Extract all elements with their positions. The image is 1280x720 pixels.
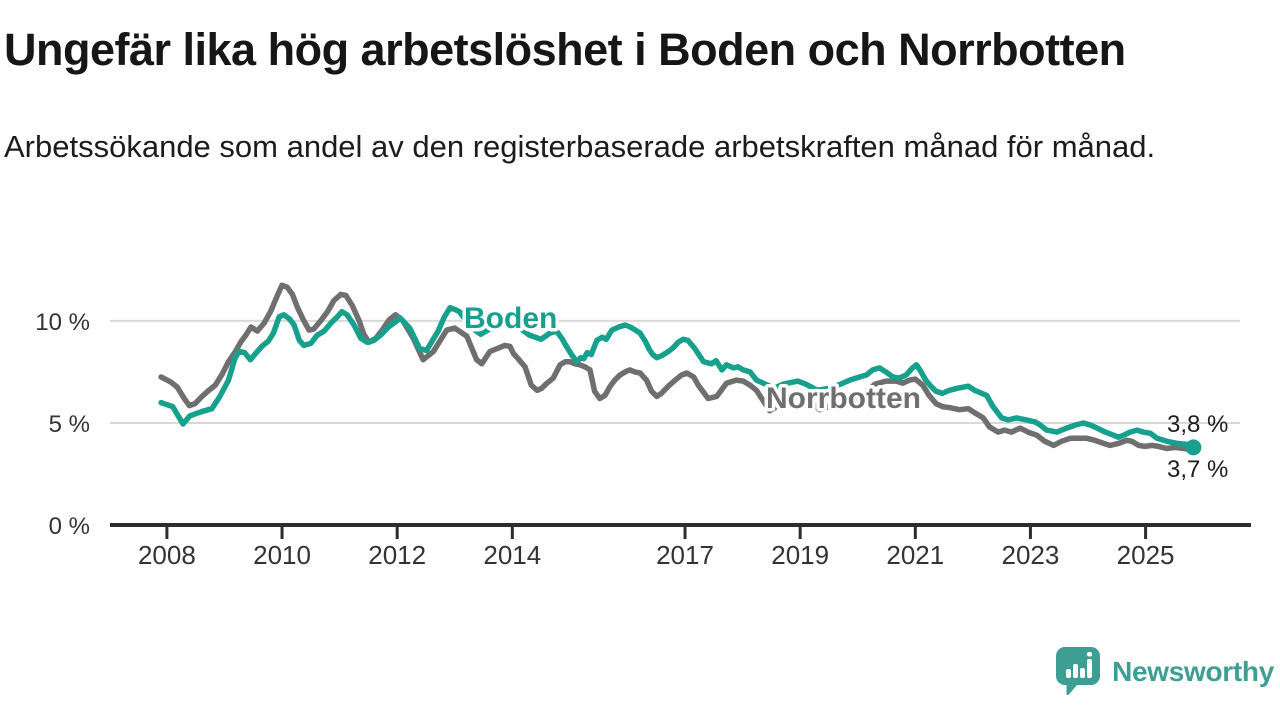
x-axis-tick-label: 2021 (886, 540, 944, 570)
x-axis-tick-label: 2023 (1002, 540, 1060, 570)
series-label-boden: Boden (464, 302, 557, 335)
series-end-value-boden: 3,8 % (1167, 411, 1228, 438)
y-axis-label: 5 % (49, 411, 90, 438)
bar-small (1066, 669, 1072, 678)
bar-small-2 (1080, 668, 1086, 678)
newsworthy-logo-icon (1056, 647, 1101, 696)
series-line-norrbotten (158, 282, 1194, 453)
series-label-norrbotten: Norrbotten (766, 382, 921, 415)
series-line-boden (158, 304, 1197, 451)
x-axis-tick-label: 2019 (771, 540, 829, 570)
bar-medium (1073, 664, 1079, 678)
exclamation-bar (1087, 659, 1093, 678)
chart-title: Ungefär lika hög arbetslöshet i Boden oc… (4, 24, 1126, 75)
x-axis-tick-label: 2012 (368, 540, 426, 570)
exclamation-dot (1087, 652, 1093, 657)
x-axis-tick-label: 2017 (656, 540, 714, 570)
x-axis-tick-label: 2025 (1117, 540, 1175, 570)
newsworthy-logo[interactable]: Newsworthy (1054, 644, 1274, 700)
series-end-dot-boden (1185, 439, 1202, 456)
series-end-value-norrbotten: 3,7 % (1167, 456, 1228, 483)
newsworthy-logo-text: Newsworthy (1112, 656, 1274, 687)
chart-subtitle: Arbetssökande som andel av den registerb… (4, 129, 1156, 164)
y-axis-label: 10 % (35, 309, 90, 336)
x-axis-tick-label: 2008 (138, 540, 196, 570)
y-axis-label: 0 % (49, 513, 90, 540)
x-axis-tick-label: 2010 (253, 540, 311, 570)
x-axis-tick-label: 2014 (483, 540, 541, 570)
